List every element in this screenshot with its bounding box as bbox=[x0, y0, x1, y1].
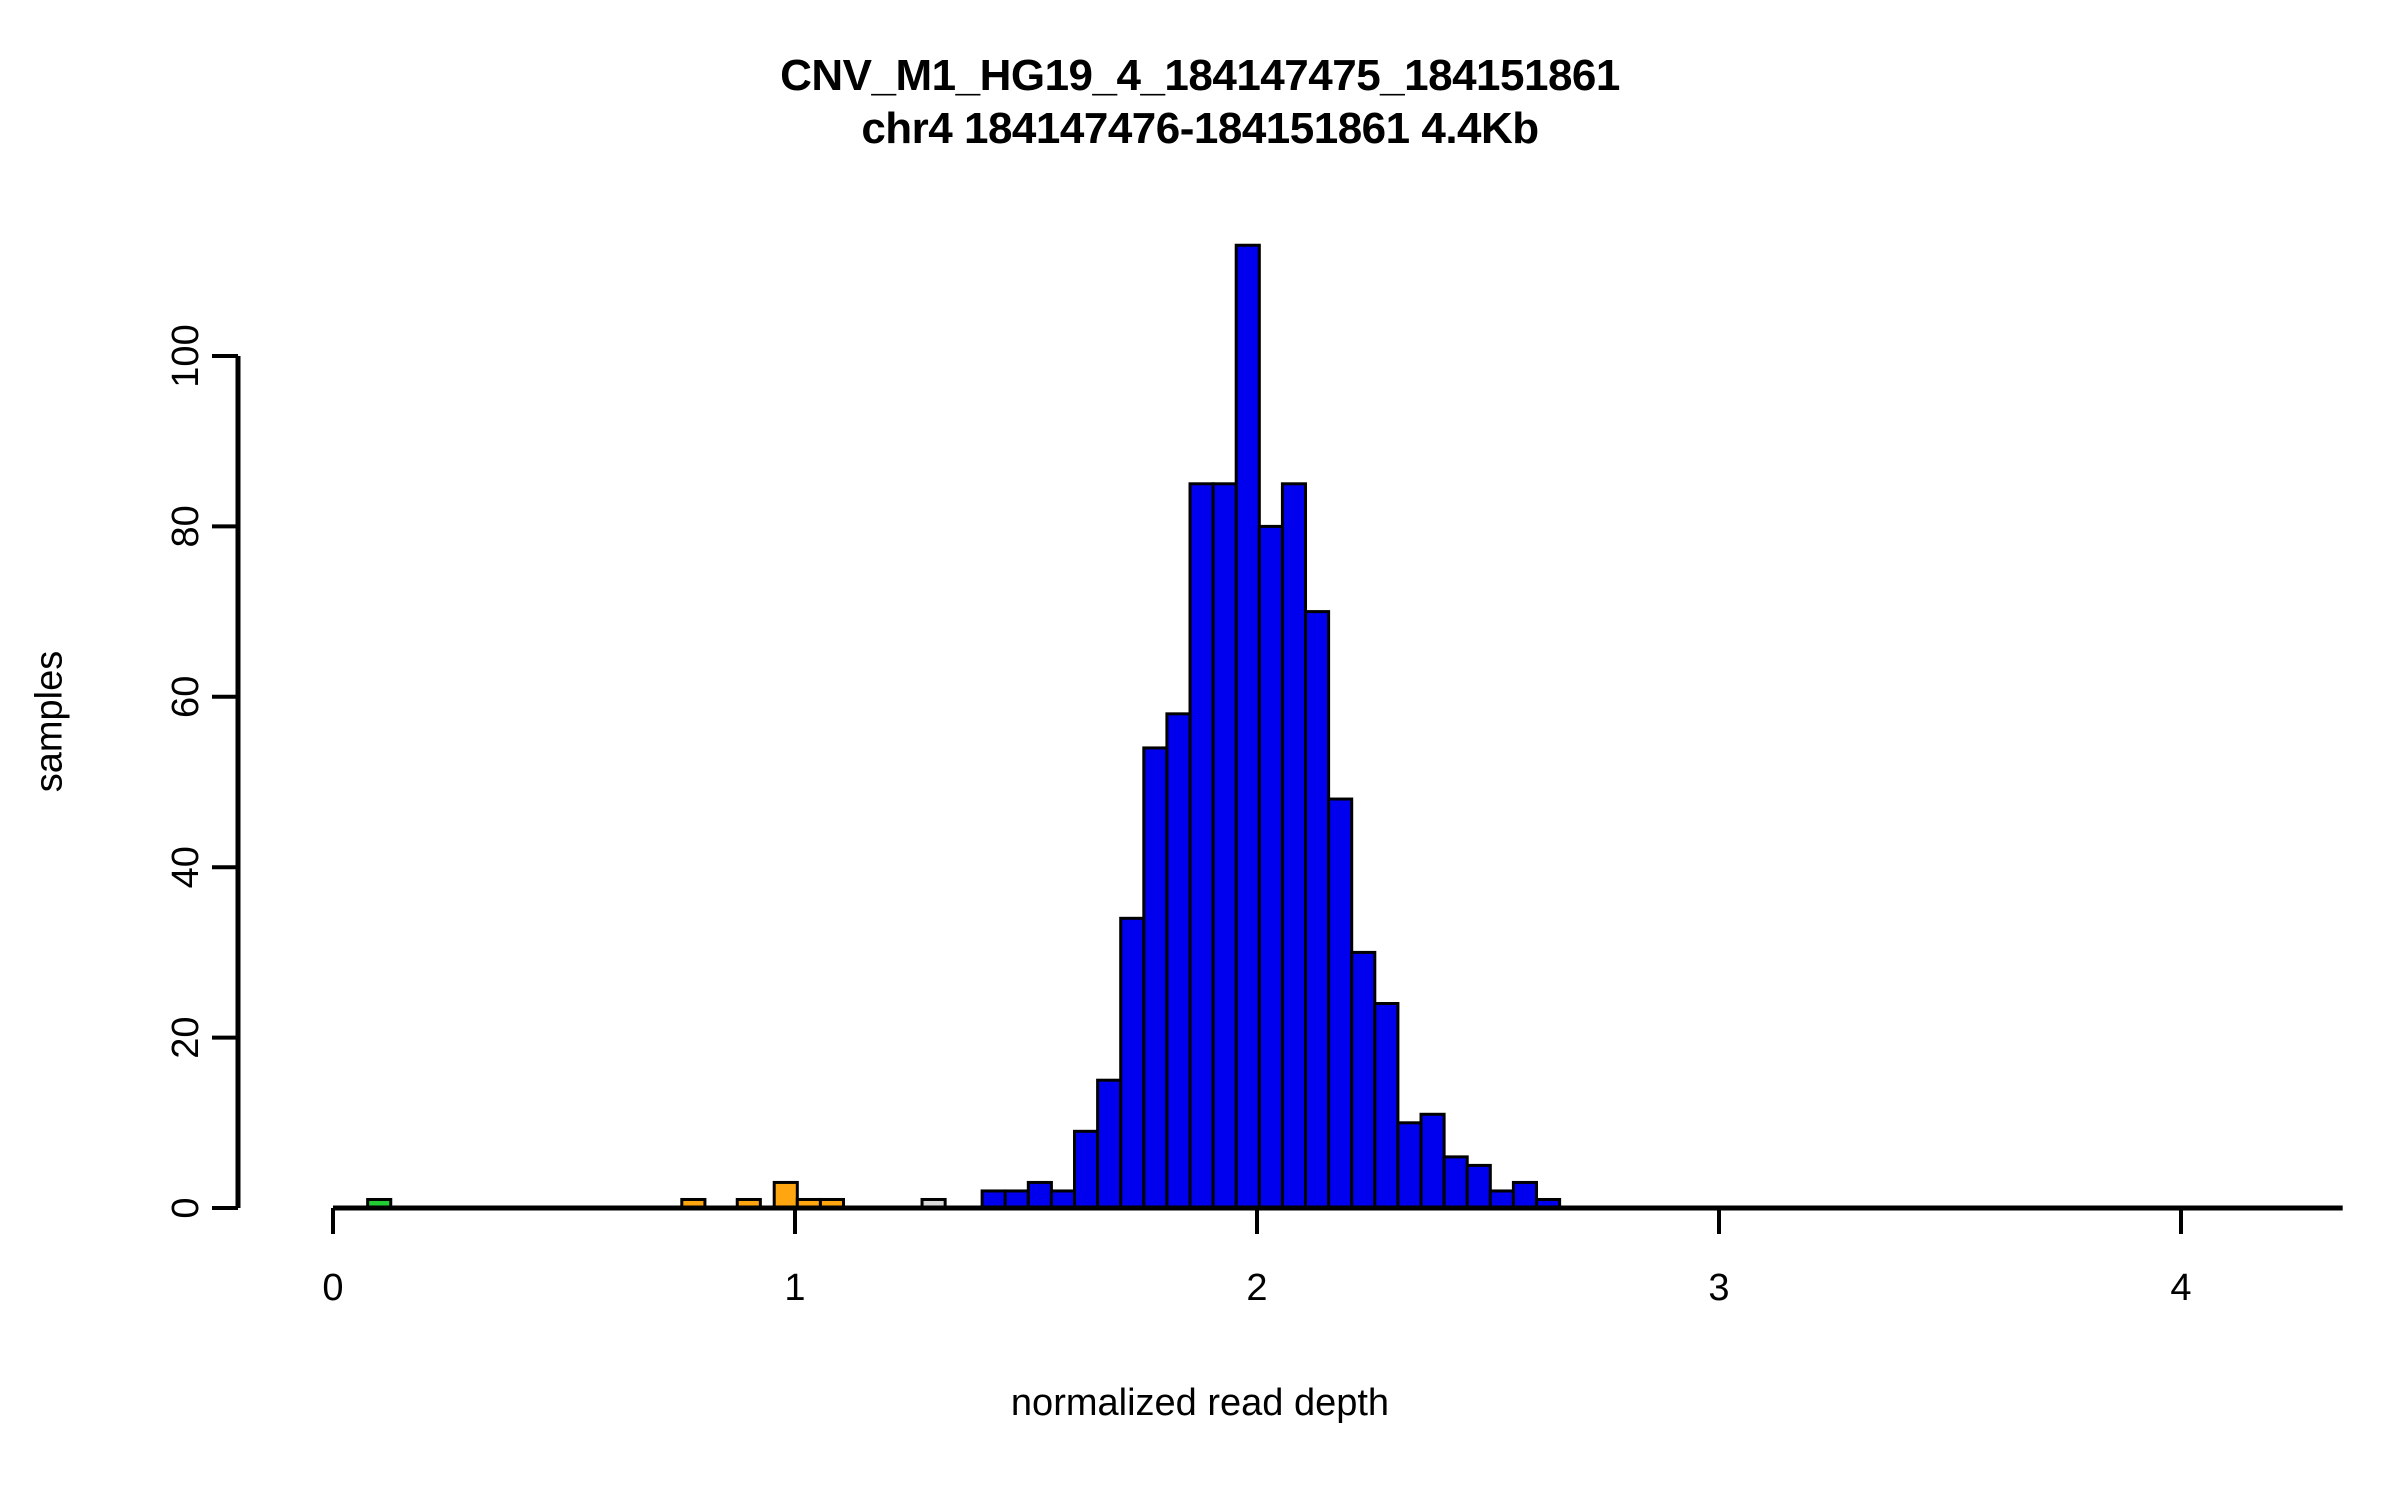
histogram-bar bbox=[1373, 1002, 1400, 1210]
histogram-bars bbox=[366, 243, 1562, 1210]
x-tick-label: 1 bbox=[784, 1267, 805, 1309]
histogram-bar bbox=[1096, 1078, 1123, 1210]
histogram-bar bbox=[1049, 1189, 1077, 1210]
x-axis-title: normalized read depth bbox=[1010, 1382, 1390, 1424]
histogram-bar bbox=[1165, 712, 1192, 1210]
y-tick-label: 20 bbox=[165, 1016, 207, 1058]
histogram-bar bbox=[1304, 610, 1331, 1210]
histogram-bar bbox=[1488, 1189, 1515, 1210]
y-axis-title: samples bbox=[28, 650, 71, 793]
histogram-bar bbox=[980, 1189, 1007, 1210]
histogram-bar bbox=[1327, 797, 1354, 1210]
histogram-bar bbox=[1396, 1121, 1423, 1210]
histogram-bar bbox=[1003, 1189, 1030, 1210]
x-tick-label: 3 bbox=[1708, 1267, 1729, 1309]
x-tick-label: 4 bbox=[2170, 1267, 2191, 1309]
histogram-bar bbox=[1465, 1163, 1492, 1210]
plot-axes bbox=[212, 354, 2343, 1234]
histogram-bar bbox=[1511, 1180, 1539, 1210]
plot-title-line-1: CNV_M1_HG19_4_184147475_184151861 bbox=[780, 51, 1620, 100]
histogram-bar bbox=[1211, 482, 1238, 1210]
histogram-bar bbox=[1073, 1129, 1100, 1210]
histogram-bar bbox=[1350, 950, 1377, 1210]
y-tick-label: 100 bbox=[165, 324, 207, 387]
histogram-bar bbox=[1142, 746, 1169, 1210]
histogram-bar bbox=[1442, 1155, 1469, 1210]
y-tick-label: 0 bbox=[165, 1197, 207, 1218]
histogram-bar bbox=[1119, 916, 1146, 1210]
histogram-bar bbox=[772, 1180, 799, 1210]
histogram-bar bbox=[1188, 482, 1215, 1210]
y-tick-label: 60 bbox=[165, 676, 207, 718]
x-tick-label: 2 bbox=[1246, 1267, 1267, 1309]
histogram-bar bbox=[1280, 482, 1308, 1210]
histogram-bar bbox=[1257, 524, 1284, 1210]
histogram-bar bbox=[1419, 1112, 1446, 1210]
y-tick-label: 40 bbox=[165, 846, 207, 888]
plot-title: CNV_M1_HG19_4_184147475_184151861 chr4 1… bbox=[0, 50, 2400, 156]
histogram-bar bbox=[1234, 243, 1261, 1210]
histogram-bar bbox=[1026, 1180, 1053, 1210]
x-tick-label: 0 bbox=[322, 1267, 343, 1309]
y-tick-label: 80 bbox=[165, 505, 207, 547]
plot-title-line-2: chr4 184147476-184151861 4.4Kb bbox=[861, 103, 1539, 153]
